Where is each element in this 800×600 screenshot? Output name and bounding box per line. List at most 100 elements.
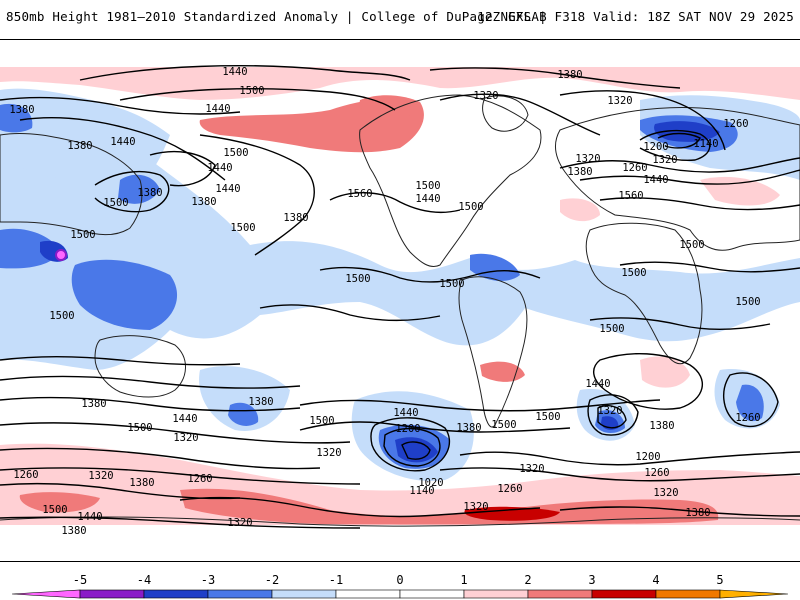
anomaly-neg1-region — [199, 366, 290, 431]
contour-label-text: 1380 — [649, 420, 674, 432]
anomaly-pos2-region — [19, 492, 101, 513]
contour-label: 1440 — [215, 183, 240, 195]
contour-label: 1200 — [635, 451, 660, 463]
contour-label-text: 1500 — [309, 415, 334, 427]
map-header: 850mb Height 1981–2010 Standardized Anom… — [0, 0, 800, 38]
contour-label: 1560 — [618, 190, 643, 202]
contour-label-text: 1560 — [347, 188, 372, 200]
contour-label-text: 1320 — [473, 90, 498, 102]
contour-label: 1380 — [685, 507, 710, 519]
anomaly-pos1-region — [700, 176, 780, 206]
contour-label-text: 1200 — [643, 141, 668, 153]
anomaly-pos2-region — [480, 361, 525, 382]
coastline-eurasia — [554, 107, 800, 251]
colorbar-seg-pos1 — [399, 589, 465, 599]
contour-label: 1380 — [191, 196, 216, 208]
colorbar-seg-neg1 — [335, 589, 401, 599]
colorbar-ticks: -5 -4 -3 -2 -1 0 1 2 3 4 5 — [73, 573, 724, 587]
contour-label: 1440 — [415, 193, 440, 205]
contour-label: 1320 — [607, 95, 632, 107]
anomaly-shading — [0, 67, 800, 525]
contour-1500 — [0, 355, 241, 366]
colorbar-seg-neg2 — [271, 589, 337, 599]
anomaly-neg2-region — [470, 253, 520, 282]
contour-label: 1200 — [395, 423, 420, 435]
contour-label: 1320 — [173, 432, 198, 444]
contour-label: 1320 — [519, 463, 544, 475]
anomaly-neg2-region — [228, 402, 259, 426]
contour-label-text: 1440 — [222, 66, 247, 78]
anomaly-pos1-region — [0, 67, 800, 100]
colorbar-canvas: -5 -4 -3 -2 -1 0 1 2 3 4 5 — [11, 573, 789, 599]
colorbar-tick: 4 — [652, 573, 659, 587]
contour-label: 1500 — [458, 201, 483, 213]
colorbar-seg-pos2 — [463, 589, 529, 599]
model-run-info: 12Z GFS | F318 Valid: 18Z SAT NOV 29 202… — [477, 9, 794, 24]
contour-label-text: 1500 — [345, 273, 370, 285]
contour-label: 1440 — [585, 378, 610, 390]
contour-label: 1380 — [9, 104, 34, 116]
anomaly-neg2-region — [736, 384, 764, 422]
contour-1320 — [0, 422, 351, 444]
contour-label: 1380 — [81, 398, 106, 410]
colorbar: -5 -4 -3 -2 -1 0 1 2 3 4 5 — [0, 560, 800, 600]
colorbar-seg-pos4 — [591, 589, 657, 599]
contour-1380 — [559, 157, 800, 173]
contour-label: 1380 — [61, 525, 86, 537]
contour-label-text: 1500 — [42, 504, 67, 516]
anomaly-neg5-spot — [55, 249, 67, 261]
contour-label: 1320 — [597, 405, 622, 417]
contour-1260 — [639, 129, 711, 162]
colorbar-arrow-low — [11, 589, 81, 599]
coastline-antarctica — [0, 516, 800, 527]
contour-label-text: 1320 — [575, 153, 600, 165]
contour-label: 1500 — [230, 222, 255, 234]
anomaly-neg1-region — [0, 133, 800, 370]
contour-1320 — [439, 93, 601, 136]
contour-label: 1500 — [223, 147, 248, 159]
contour-label-text: 1380 — [456, 422, 481, 434]
contour-1440 — [0, 375, 301, 389]
contour-label-text: 1440 — [415, 193, 440, 205]
coastline-south-america — [458, 276, 528, 428]
contour-label-text: 1380 — [129, 477, 154, 489]
contour-label-text: 1320 — [173, 432, 198, 444]
contour-label: 1380 — [456, 422, 481, 434]
contour-label-text: 1260 — [735, 412, 760, 424]
contour-label-text: 1320 — [88, 470, 113, 482]
contour-1500 — [619, 261, 800, 273]
contour-label: 1500 — [599, 323, 624, 335]
map-title: 850mb Height 1981–2010 Standardized Anom… — [6, 9, 547, 24]
contour-1560 — [329, 192, 461, 214]
contour-label-text: 1440 — [205, 103, 230, 115]
coastlines — [0, 94, 800, 527]
contour-label-text: 1500 — [70, 229, 95, 241]
contour-label: 1260 — [723, 118, 748, 130]
contour-label-text: 1260 — [187, 473, 212, 485]
contour-label-text: 1440 — [585, 378, 610, 390]
contour-label: 1380 — [649, 420, 674, 432]
contour-label: 1500 — [70, 229, 95, 241]
contour-label: 1500 — [42, 504, 67, 516]
anomaly-map[interactable]: 1440 1500 1440 1380 1440 1380 1500 1440 1380 1440… — [0, 39, 800, 562]
contour-label: 1380 — [129, 477, 154, 489]
contour-1500 — [589, 317, 771, 331]
contour-label-text: 1200 — [395, 423, 420, 435]
colorbar-tick: -5 — [73, 573, 87, 587]
contour-label: 1380 — [248, 396, 273, 408]
contour-label: 1320 — [316, 447, 341, 459]
contour-label: 1500 — [127, 422, 152, 434]
contour-label: 1500 — [345, 273, 370, 285]
contour-label: 1260 — [644, 467, 669, 479]
contour-label-text: 1380 — [557, 69, 582, 81]
colorbar-seg-pos3 — [527, 589, 593, 599]
contour-label: 1440 — [172, 413, 197, 425]
contour-label-text: 1500 — [535, 411, 560, 423]
contour-label: 1440 — [222, 66, 247, 78]
contour-label-text: 1320 — [653, 487, 678, 499]
contour-label: 1260 — [735, 412, 760, 424]
coastline-australia — [94, 335, 186, 398]
colorbar-tick: -4 — [137, 573, 151, 587]
contour-1320 — [587, 394, 639, 436]
